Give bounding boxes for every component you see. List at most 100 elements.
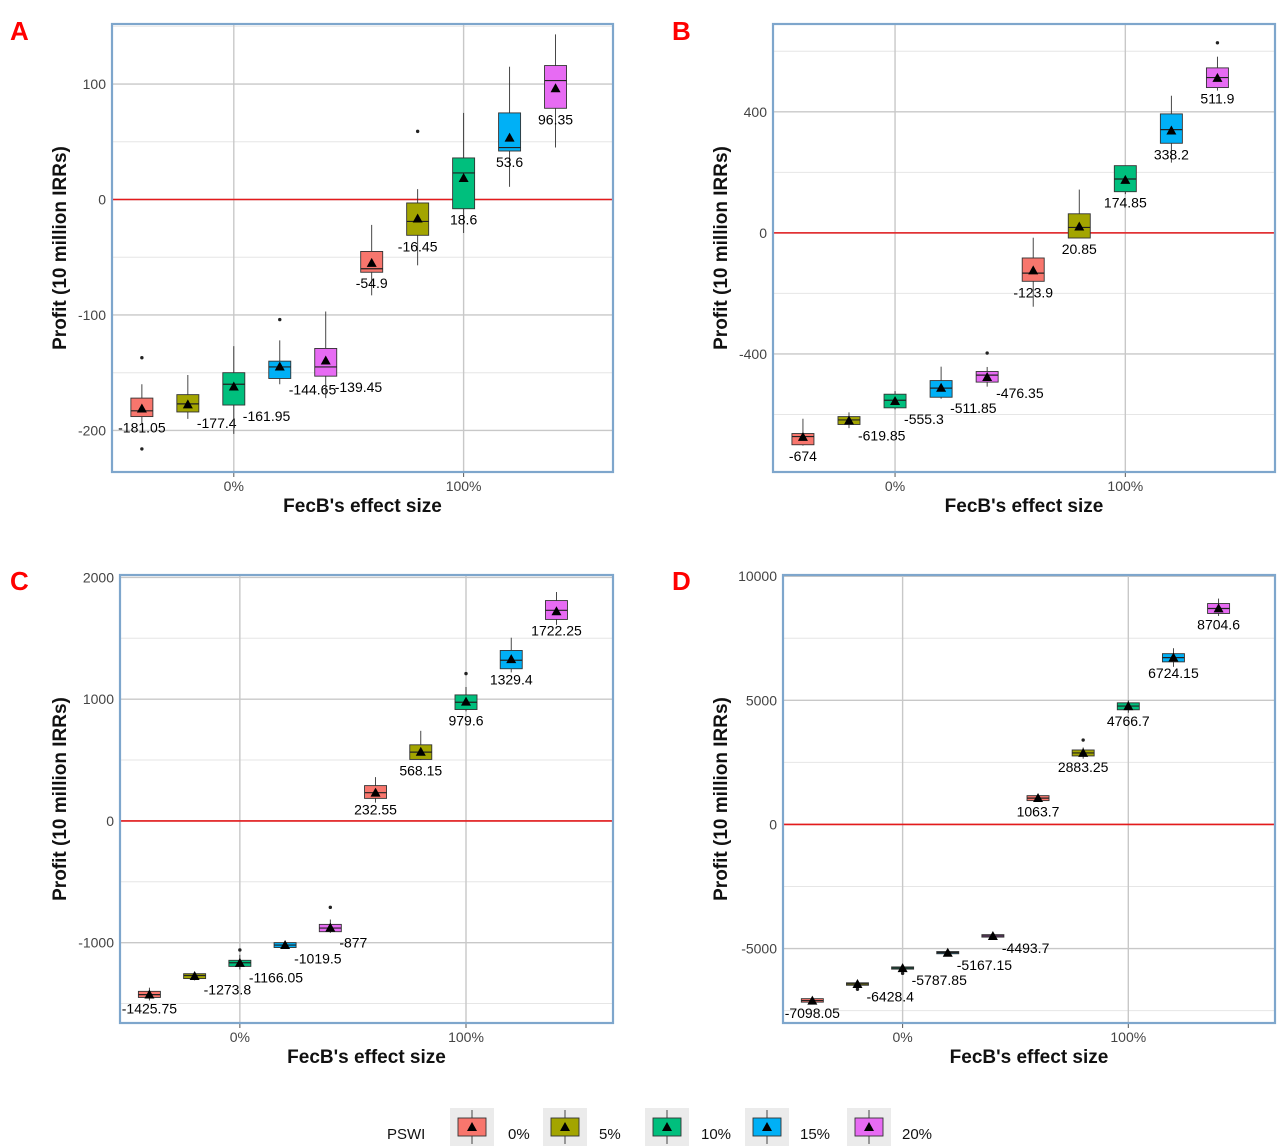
x-axis-title: FecB's effect size — [945, 496, 1104, 517]
panel-c: -1000 0 1000 2000 0% 100% -1425.75 -1273.8-1166… — [10, 566, 615, 1068]
outlier-point — [415, 129, 420, 134]
mean-marker — [325, 922, 336, 932]
mean-value-label: 1329.4 — [490, 672, 533, 688]
mean-value-label: 8704.6 — [1197, 616, 1240, 632]
mean-value-label: -555.3 — [904, 411, 944, 427]
x-axis-title: FecB's effect size — [283, 496, 442, 517]
mean-value-label: -6428.4 — [866, 988, 914, 1004]
mean-value-label: 96.35 — [538, 111, 573, 127]
mean-marker — [1033, 793, 1044, 803]
box-group-10pct: -161.95 — [222, 346, 290, 434]
y-tick-label: 10000 — [738, 568, 777, 584]
box-group-10pct: 979.6 — [448, 671, 484, 729]
outlier-point — [278, 317, 282, 322]
panel-border — [110, 22, 615, 474]
mean-value-label: -177.4 — [197, 415, 237, 431]
mean-value-label: 1063.7 — [1017, 804, 1060, 820]
mean-marker — [1168, 652, 1179, 662]
box-group-0pct: -54.9 — [356, 224, 388, 296]
box-group-5pct: 2883.25 — [1058, 738, 1109, 775]
y-tick-label: -1000 — [78, 935, 114, 951]
legend-item-label: 20% — [902, 1126, 932, 1143]
box-group-5pct: 568.15 — [399, 730, 442, 778]
outlier-point — [464, 671, 468, 676]
mean-marker — [182, 399, 193, 409]
mean-value-label: -4493.7 — [1002, 940, 1050, 956]
x-tick-label: 100% — [446, 478, 482, 494]
mean-value-label: 174.85 — [1104, 195, 1147, 211]
mean-value-label: 4766.7 — [1107, 713, 1150, 729]
box-group-10pct: 18.6 — [450, 112, 477, 233]
box-group-5pct: -16.45 — [398, 129, 438, 266]
mean-value-label: -619.85 — [858, 427, 906, 443]
mean-value-label: -123.9 — [1013, 284, 1053, 300]
legend-item-label: 15% — [800, 1126, 830, 1143]
mean-value-label: -674 — [789, 448, 817, 464]
y-tick-label: 400 — [744, 104, 768, 120]
mean-marker — [370, 787, 381, 797]
mean-value-label: -144.65 — [289, 381, 337, 397]
mean-value-label: 6724.15 — [1148, 665, 1199, 681]
x-axis-title: FecB's effect size — [287, 1047, 446, 1068]
box-group-20pct: 1722.25 — [531, 592, 582, 638]
box-group-0pct: 232.55 — [354, 777, 397, 817]
mean-value-label: 1722.25 — [531, 622, 582, 638]
mean-marker — [280, 940, 291, 950]
outlier-point — [140, 355, 144, 360]
mean-marker — [797, 431, 808, 441]
legend-item-label: 0% — [508, 1126, 530, 1143]
legend-key-mean-marker — [467, 1122, 477, 1131]
box-group-5pct: -6428.4 — [846, 978, 914, 1004]
mean-marker — [807, 995, 818, 1005]
mean-marker — [942, 947, 953, 957]
legend-item-20pct: 20% — [847, 1108, 932, 1146]
mean-marker — [936, 382, 947, 392]
mean-value-label: 2883.25 — [1058, 759, 1109, 775]
box-group-0pct: -181.05 — [118, 355, 166, 451]
y-tick-label: -200 — [78, 422, 106, 438]
y-tick-label: 0 — [769, 816, 777, 832]
box-group-15pct: 6724.15 — [1148, 648, 1199, 681]
y-tick-label: -5000 — [741, 941, 777, 957]
outlier-point — [985, 351, 989, 355]
mean-marker — [228, 381, 239, 391]
mean-marker — [274, 361, 285, 371]
y-tick-label: 0 — [98, 192, 106, 208]
legend-item-0pct: 0% — [450, 1108, 530, 1146]
mean-value-label: 20.85 — [1062, 241, 1097, 257]
mean-value-label: -139.45 — [335, 379, 383, 395]
mean-marker — [1123, 701, 1134, 711]
panel-a: -200 -100 0 100 0% 100% -181.05 -177.4 -161.95 -1… — [10, 16, 615, 517]
outlier-point — [238, 948, 242, 952]
mean-marker — [366, 257, 377, 267]
panel-border — [781, 573, 1277, 1025]
mean-value-label: -1019.5 — [294, 951, 342, 967]
box-group-15pct: -511.85 — [929, 366, 997, 416]
panel-border — [771, 22, 1277, 474]
mean-value-label: -16.45 — [398, 238, 438, 254]
mean-marker — [1213, 603, 1224, 613]
box-group-20pct: -476.35 — [975, 351, 1044, 401]
box-iqr — [498, 112, 522, 152]
mean-marker — [461, 696, 472, 706]
box-group-0pct: 1063.7 — [1017, 793, 1060, 820]
y-axis-title: Profit (10 million IRRs) — [50, 697, 71, 901]
y-axis-title: Profit (10 million IRRs) — [50, 146, 71, 350]
y-axis-title: Profit (10 million IRRs) — [711, 697, 732, 901]
mean-value-label: -1273.8 — [204, 982, 252, 998]
mean-marker — [550, 83, 561, 93]
mean-marker — [458, 173, 469, 183]
mean-value-label: -181.05 — [118, 420, 166, 436]
mean-marker — [234, 957, 245, 967]
y-axis-title: Profit (10 million IRRs) — [711, 146, 732, 350]
box-group-10pct: 4766.7 — [1107, 700, 1150, 729]
y-tick-label: 100 — [83, 76, 107, 92]
y-tick-label: 5000 — [746, 692, 777, 708]
mean-marker — [897, 963, 908, 973]
mean-value-label: -476.35 — [996, 385, 1044, 401]
mean-value-label: -7098.05 — [785, 1005, 840, 1021]
mean-marker — [1028, 265, 1039, 275]
mean-value-label: -5787.85 — [912, 972, 967, 988]
mean-marker — [852, 978, 863, 988]
